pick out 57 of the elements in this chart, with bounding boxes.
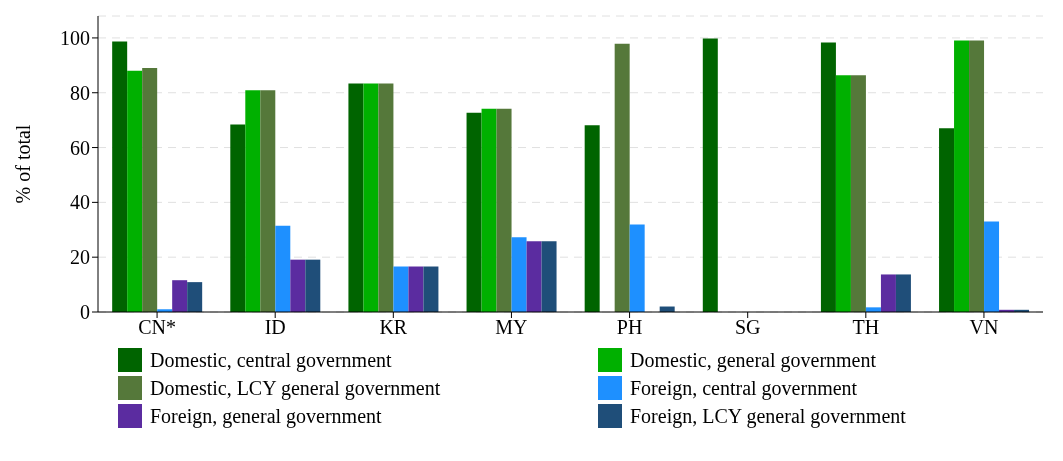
bar [363, 83, 379, 312]
x-tick-label: CN* [138, 316, 176, 339]
x-tick-label: PH [616, 316, 643, 339]
bar [496, 108, 512, 312]
bar [393, 266, 409, 312]
bar [526, 241, 542, 312]
y-tick-label: 40 [70, 191, 90, 214]
x-tick-label: SG [734, 316, 761, 339]
bar [954, 40, 970, 312]
bar [378, 83, 394, 312]
bar [142, 68, 158, 312]
bar [895, 274, 911, 312]
bar [939, 128, 955, 312]
bar [275, 225, 291, 312]
y-tick-label: 60 [70, 136, 90, 159]
bar [348, 83, 364, 312]
legend-label: Foreign, general government [150, 404, 382, 428]
legend-label: Foreign, central government [630, 376, 858, 400]
bar [112, 41, 128, 312]
bar [614, 43, 630, 312]
bar [423, 266, 439, 312]
bar [820, 42, 836, 312]
bar [172, 280, 188, 312]
bar [850, 75, 866, 312]
bar [466, 112, 482, 312]
bar [511, 237, 527, 312]
x-tick-label: VN [969, 316, 999, 339]
y-tick-label: 20 [70, 246, 90, 269]
bar [230, 124, 246, 312]
bar [187, 282, 203, 312]
bar [260, 90, 276, 312]
legend-label: Domestic, LCY general government [150, 376, 441, 400]
x-tick-label: ID [264, 316, 286, 339]
bar [835, 75, 851, 312]
bar [584, 125, 600, 312]
bar [969, 40, 985, 312]
bar [984, 221, 1000, 312]
bar [245, 90, 261, 312]
y-tick-label: 0 [80, 301, 90, 324]
bar [481, 108, 497, 312]
bar [408, 266, 424, 312]
y-axis-title: % of total [12, 124, 35, 204]
x-tick-label: KR [379, 316, 408, 339]
y-tick-label: 80 [70, 81, 90, 104]
bar [541, 241, 557, 312]
bar [290, 259, 306, 312]
bar [305, 259, 321, 312]
bar [880, 274, 896, 312]
bar [629, 224, 645, 312]
bar [702, 38, 718, 312]
bar [127, 70, 143, 312]
x-tick-label: MY [495, 316, 528, 339]
legend-label: Foreign, LCY general government [630, 404, 906, 428]
legend-label: Domestic, central government [150, 348, 392, 372]
x-tick-label: TH [852, 316, 880, 339]
y-tick-label: 100 [60, 27, 90, 50]
legend-label: Domestic, general government [630, 348, 877, 372]
